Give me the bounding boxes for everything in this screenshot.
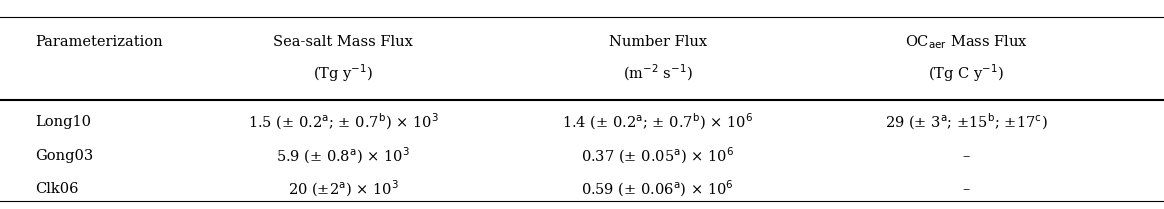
Text: OC$_\mathrm{aer}$ Mass Flux: OC$_\mathrm{aer}$ Mass Flux — [904, 33, 1028, 51]
Text: Gong03: Gong03 — [35, 149, 93, 163]
Text: (Tg y$^{-1}$): (Tg y$^{-1}$) — [313, 62, 374, 84]
Text: 0.59 (± 0.06$^{\mathrm{a}}$) × 10$^{6}$: 0.59 (± 0.06$^{\mathrm{a}}$) × 10$^{6}$ — [581, 179, 734, 199]
Text: (m$^{-2}$ s$^{-1}$): (m$^{-2}$ s$^{-1}$) — [623, 63, 693, 83]
Text: 0.37 (± 0.05$^{\mathrm{a}}$) × 10$^{6}$: 0.37 (± 0.05$^{\mathrm{a}}$) × 10$^{6}$ — [581, 145, 734, 166]
Text: –: – — [963, 182, 970, 196]
Text: 1.5 (± 0.2$^{\mathrm{a}}$; ± 0.7$^{\mathrm{b}}$) × 10$^{3}$: 1.5 (± 0.2$^{\mathrm{a}}$; ± 0.7$^{\math… — [248, 112, 439, 133]
Text: (Tg C y$^{-1}$): (Tg C y$^{-1}$) — [928, 62, 1005, 84]
Text: 5.9 (± 0.8$^{\mathrm{a}}$) × 10$^{3}$: 5.9 (± 0.8$^{\mathrm{a}}$) × 10$^{3}$ — [277, 145, 410, 166]
Text: –: – — [963, 149, 970, 163]
Text: Parameterization: Parameterization — [35, 35, 163, 49]
Text: 1.4 (± 0.2$^{\mathrm{a}}$; ± 0.7$^{\mathrm{b}}$) × 10$^{6}$: 1.4 (± 0.2$^{\mathrm{a}}$; ± 0.7$^{\math… — [562, 112, 753, 133]
Text: 20 (±2$^{\mathrm{a}}$) × 10$^{3}$: 20 (±2$^{\mathrm{a}}$) × 10$^{3}$ — [288, 179, 399, 199]
Text: Number Flux: Number Flux — [609, 35, 707, 49]
Text: Clk06: Clk06 — [35, 182, 78, 196]
Text: Sea-salt Mass Flux: Sea-salt Mass Flux — [274, 35, 413, 49]
Text: 29 (± 3$^{\mathrm{a}}$; ±15$^{\mathrm{b}}$; ±17$^{\mathrm{c}}$): 29 (± 3$^{\mathrm{a}}$; ±15$^{\mathrm{b}… — [885, 112, 1048, 133]
Text: Long10: Long10 — [35, 115, 91, 129]
